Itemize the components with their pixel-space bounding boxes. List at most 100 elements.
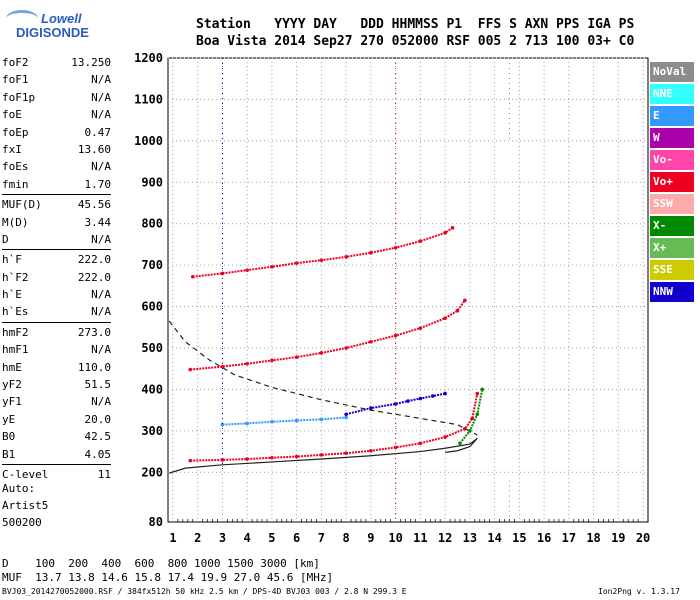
trace-vo- [190,299,466,371]
legend-item-x-: X+ [650,238,694,258]
param-value: 45.56 [77,198,111,212]
param-row: fmin 1.70 [2,176,111,193]
param-row: h`F2 222.0 [2,269,111,286]
param-label: hmE [2,360,22,374]
trace-e [222,416,347,426]
software-version: Ion2Png v. 1.3.17 [598,587,680,596]
legend-item-noval: NoVal [650,62,694,82]
x-tick-label: 20 [636,531,650,545]
param-row: M(D) 3.44 [2,214,111,231]
param-separator [2,463,111,465]
param-row: foF1 N/A [2,71,111,88]
x-tick-label: 4 [244,531,251,545]
x-tick-label: 11 [413,531,427,545]
legend-item-ssw: SSW [650,194,694,214]
y-tick-label: 1000 [134,134,163,148]
param-label: M(D) [2,215,29,229]
param-value: N/A [91,288,111,302]
logo-line1: Lowell [41,11,82,26]
param-row: fxI 13.60 [2,141,111,158]
d-row: D 100 200 400 600 800 1000 1500 3000 [km… [2,557,320,570]
y-tick-label: 200 [141,465,163,479]
param-row: hmF1 N/A [2,341,111,358]
param-label: yF1 [2,395,22,409]
param-row: foEs N/A [2,158,111,175]
param-label: foF2 [2,56,29,69]
param-label: hmF2 [2,325,29,339]
legend-item-vo-: Vo- [650,150,694,170]
param-label: h`F2 [2,270,29,284]
plot-frame [167,57,649,523]
param-row: hmE 110.0 [2,359,111,376]
param-value: N/A [91,232,111,246]
model-profile-solid [169,437,478,474]
x-tick-label: 1 [169,531,176,545]
legend-item-w: W [650,128,694,148]
param-value: N/A [91,160,111,174]
y-tick-label: 600 [141,300,163,314]
logo-swoosh-icon [6,10,38,27]
x-tick-label: 10 [388,531,402,545]
param-label: h`Es [2,305,29,319]
param-row: foF1p N/A [2,89,111,106]
y-tick-label: 1100 [134,92,163,106]
param-row: h`F 222.0 [2,251,111,268]
x-tick-label: 19 [611,531,625,545]
param-separator [2,321,111,323]
legend-item-nne: NNE [650,84,694,104]
param-value: 1.70 [84,177,112,191]
param-value: 51.5 [84,378,112,392]
param-label: h`F [2,253,22,267]
param-value: N/A [91,305,111,319]
param-label: fmin [2,177,29,191]
polarization-legend: NoVal NNE E W Vo- Vo+ SSW X- X+ SSE NNW [650,62,694,304]
lowell-digisonde-logo: Lowell DIGISONDE [6,8,116,44]
header-row-values: Boa Vista 2014 Sep27 270 052000 RSF 005 … [196,34,635,49]
autoscaling-info: Auto: Artist5 500200 [2,480,48,531]
param-row: yE 20.0 [2,411,111,428]
param-label: D [2,232,9,246]
y-tick-label: 1200 [134,51,163,65]
y-tick-label: 80 [149,515,163,529]
param-row: B0 42.5 [2,428,111,445]
x-tick-label: 6 [293,531,300,545]
y-tick-label: 700 [141,258,163,272]
y-tick-label: 800 [141,217,163,231]
x-tick-label: 5 [268,531,275,545]
param-value: N/A [91,73,111,87]
param-label: foF1p [2,90,36,104]
x-tick-label: 15 [512,531,526,545]
param-row: h`Es N/A [2,303,111,320]
trace-x- [459,389,484,444]
x-tick-label: 16 [537,531,551,545]
legend-item-e: E [650,106,694,126]
param-label: foE [2,108,22,122]
file-info: BVJ03_2014270052000.RSF / 384fx512h 50 k… [2,587,407,596]
param-row: yF1 N/A [2,393,111,410]
param-value: N/A [91,90,111,104]
trace-vo- [190,393,479,462]
x-tick-label: 12 [438,531,452,545]
x-tick-label: 2 [194,531,201,545]
param-value: N/A [91,343,111,357]
param-value: 13.60 [77,142,111,156]
param-label: foEp [2,125,29,139]
auto-label: Auto: [2,482,36,495]
parameter-panel: foF2 13.250 foF1 N/A foF1p N/A foE N/A foEp 0.47 f… [2,54,111,483]
station-header: Station YYYY DAY DDD HHMMSS P1 FFS S AXN… [196,16,634,50]
param-value: 42.5 [84,430,112,444]
param-row: B1 4.05 [2,446,111,463]
param-row: D N/A [2,231,111,248]
legend-item-sse: SSE [650,260,694,280]
x-tick-label: 13 [463,531,477,545]
param-label: yF2 [2,378,22,392]
param-label: B0 [2,430,16,444]
muf-row: MUF 13.7 13.8 14.6 15.8 17.4 19.9 27.0 4… [2,571,334,584]
param-label: foEs [2,160,29,174]
data-point-e [344,415,348,420]
x-tick-label: 3 [219,531,226,545]
param-value: 273.0 [77,325,111,339]
y-tick-label: 900 [141,175,163,189]
param-separator [2,194,111,196]
